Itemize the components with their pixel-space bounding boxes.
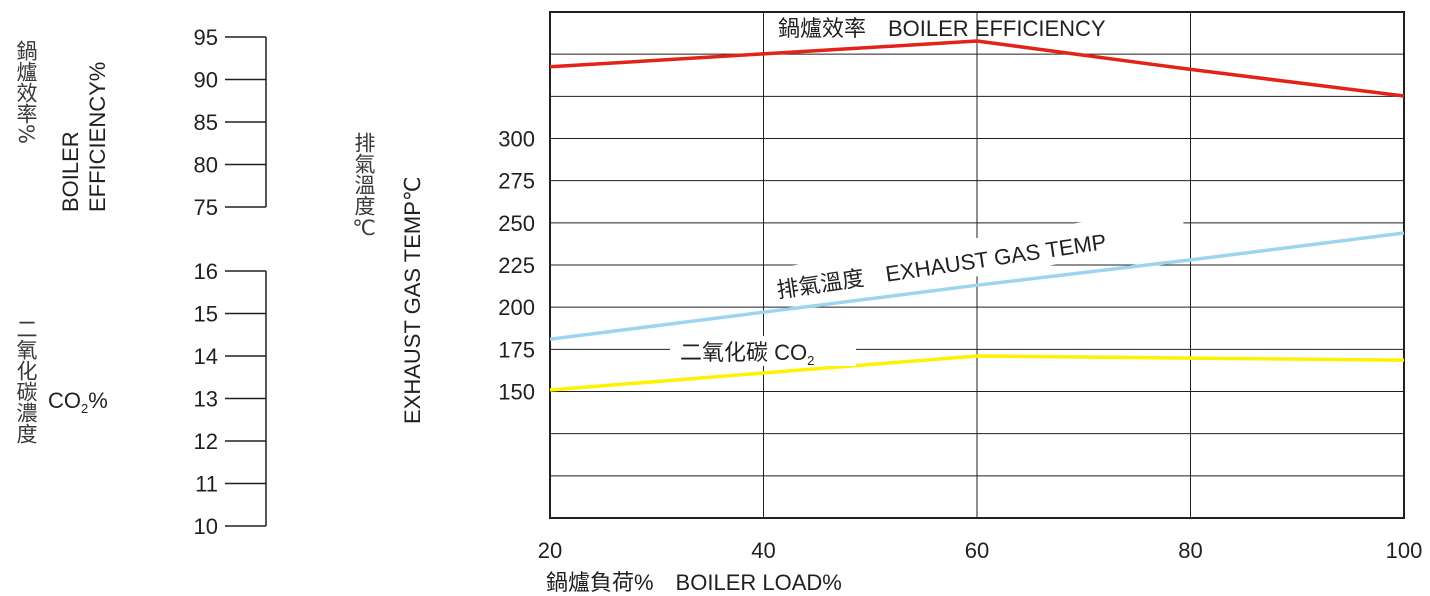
co2-axis-label-cn: 二氧化碳濃度 [14, 318, 38, 444]
co2-tick-label: 12 [194, 429, 218, 454]
temp-tick-label: 300 [498, 127, 535, 152]
efficiency-tick-label: 80 [194, 153, 218, 178]
series-label-efficiency: 鍋爐效率 BOILER EFFICIENCY [778, 16, 1106, 41]
plot-grid [549, 11, 1405, 519]
co2-tick-label: 13 [194, 387, 218, 412]
x-tick-label: 40 [751, 538, 775, 563]
efficiency-tick-label: 75 [194, 195, 218, 220]
co2-tick-label: 16 [194, 259, 218, 284]
series-label-co2: 二氧化碳 CO2 [680, 340, 814, 368]
series-label-co2-mask [670, 336, 856, 366]
efficiency-axis-label-en-2: EFFICIENCY% [85, 62, 110, 212]
temp-tick-label: 200 [498, 295, 535, 320]
x-tick-label: 60 [965, 538, 989, 563]
efficiency-tick-label: 85 [194, 110, 218, 135]
co2-tick-label: 11 [195, 472, 218, 497]
temp-tick-label: 175 [498, 337, 535, 362]
efficiency-tick-label: 90 [194, 68, 218, 93]
co2-axis: 16 15 14 13 12 11 10 [194, 259, 267, 539]
temp-tick-label: 225 [498, 253, 535, 278]
co2-tick-label: 10 [194, 514, 218, 539]
temp-tick-label: 250 [498, 211, 535, 236]
x-tick-label: 20 [538, 538, 562, 563]
series-label-temp-mask [769, 207, 1187, 307]
temp-axis-ticks: 300 275 250 225 200 175 150 [498, 127, 535, 405]
temp-tick-label: 275 [498, 169, 535, 194]
temp-tick-label: 150 [498, 380, 535, 405]
x-tick-label: 80 [1178, 538, 1202, 563]
x-axis-label: 鍋爐負荷% BOILER LOAD% [546, 570, 842, 595]
x-axis-ticks: 20 40 60 80 100 [538, 538, 1423, 563]
co2-tick-label: 14 [194, 344, 218, 369]
co2-tick-label: 15 [194, 302, 218, 327]
temp-axis-label-en: EXHAUST GAS TEMP℃ [400, 176, 425, 424]
co2-axis-label-en: CO2% [48, 388, 108, 416]
temp-axis-label-cn: 排氣溫度℃ [352, 132, 376, 240]
series-lines [549, 39, 1405, 392]
efficiency-axis: 95 90 85 80 75 [194, 25, 267, 220]
x-tick-label: 100 [1386, 538, 1423, 563]
efficiency-tick-label: 95 [194, 25, 218, 50]
efficiency-axis-label-cn: 鍋爐效率% [14, 40, 38, 144]
efficiency-axis-label-en-1: BOILER [58, 131, 83, 212]
